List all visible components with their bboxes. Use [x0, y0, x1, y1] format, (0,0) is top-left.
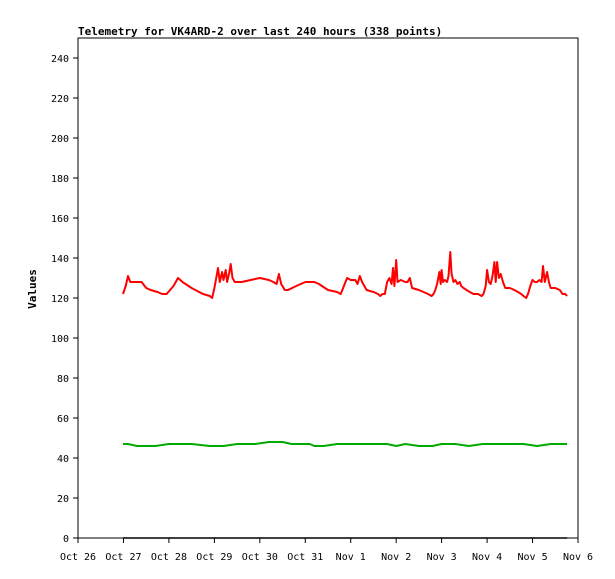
y-tick-label: 220 [51, 94, 69, 105]
x-tick-label: Nov 5 [517, 552, 547, 563]
y-tick-label: 40 [57, 454, 69, 465]
x-tick-label: Oct 26 [60, 552, 96, 563]
x-tick-label: Oct 27 [105, 552, 141, 563]
y-axis-label: Values [26, 269, 39, 309]
y-tick-label: 240 [51, 54, 69, 65]
y-tick-label: 0 [63, 534, 69, 545]
x-tick-label: Nov 4 [472, 552, 502, 563]
y-tick-label: 200 [51, 134, 69, 145]
y-tick-label: 140 [51, 254, 69, 265]
x-tick-label: Nov 2 [381, 552, 411, 563]
y-tick-label: 20 [57, 494, 69, 505]
y-axis: 0 20 40 60 80 100 120 140 160 180 200 220 240 [51, 54, 78, 545]
x-tick-label: Oct 28 [151, 552, 187, 563]
x-tick-label: Nov 6 [563, 552, 593, 563]
chart-title: Telemetry for VK4ARD-2 over last 240 hou… [78, 25, 442, 38]
y-tick-label: 160 [51, 214, 69, 225]
x-tick-label: Nov 3 [427, 552, 457, 563]
x-tick-label: Oct 30 [242, 552, 278, 563]
y-tick-label: 120 [51, 294, 69, 305]
x-tick-label: Oct 31 [287, 552, 323, 563]
y-tick-label: 80 [57, 374, 69, 385]
x-tick-label: Oct 29 [196, 552, 232, 563]
y-tick-label: 100 [51, 334, 69, 345]
y-tick-label: 60 [57, 414, 69, 425]
y-tick-label: 180 [51, 174, 69, 185]
series-line-1 [122, 251, 568, 299]
plot-frame [77, 37, 579, 539]
series-line-2 [123, 441, 568, 447]
series-layer [122, 251, 568, 539]
x-tick-label: Nov 1 [336, 552, 366, 563]
x-axis: Oct 26 Oct 27 Oct 28 Oct 29 Oct 30 Oct 31 Nov … [60, 538, 593, 563]
